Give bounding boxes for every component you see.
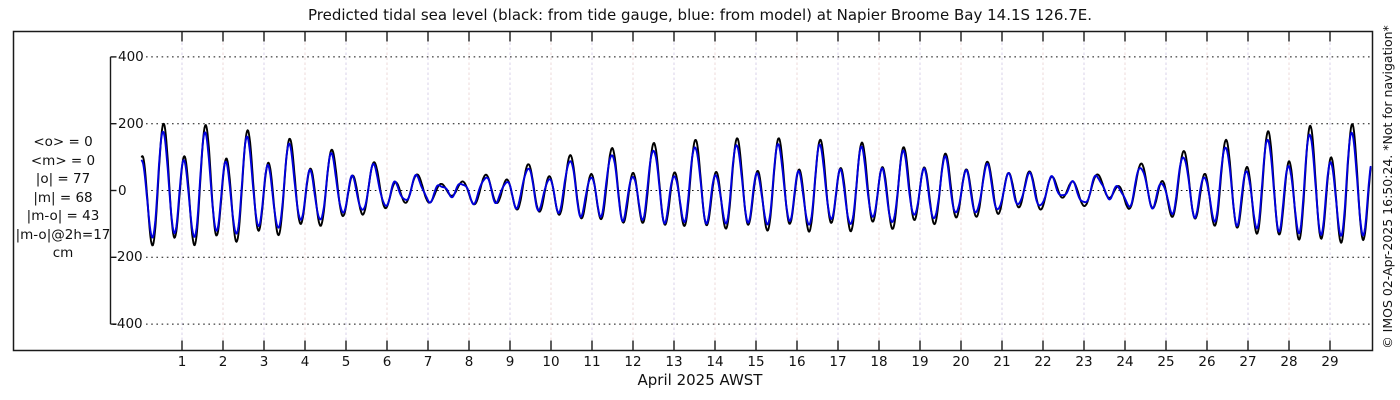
x-tick-label: 3: [259, 354, 269, 370]
x-tick-label: 18: [870, 354, 888, 370]
x-tick-label: 22: [1034, 354, 1052, 370]
stats-line: |m-o| = 43: [26, 208, 100, 224]
stats-line: |o| = 77: [35, 171, 91, 187]
x-tick-label: 24: [1116, 354, 1134, 370]
x-tick-label: 19: [911, 354, 929, 370]
x-tick-label: 23: [1075, 354, 1093, 370]
x-tick-label: 14: [706, 354, 724, 370]
y-tick-label: -200: [112, 249, 143, 266]
stats-line: cm: [52, 245, 74, 261]
y-tick-label: 200: [118, 115, 144, 132]
stats-line: |m| = 68: [33, 189, 93, 206]
x-tick-label: 28: [1280, 354, 1298, 370]
stats-line: <m> = 0: [30, 152, 96, 169]
x-tick-label: 20: [952, 354, 970, 370]
x-tick-label: 1: [177, 354, 187, 370]
copyright-watermark: © IMOS 02-Apr-2025 16:50:24. *Not for na…: [1380, 25, 1395, 349]
x-tick-label: 11: [583, 354, 601, 370]
plot-frame: [12, 30, 1374, 352]
x-tick-label: 17: [829, 354, 847, 370]
x-tick-label: 5: [341, 354, 351, 370]
stats-line: |m-o|@2h=17: [15, 226, 111, 243]
x-tick-label: 29: [1321, 354, 1339, 370]
stats-line: <o> = 0: [33, 134, 93, 150]
x-tick-label: 2: [218, 354, 228, 370]
x-tick-label: 13: [665, 354, 683, 370]
x-axis-title: April 2025 AWST: [637, 371, 763, 389]
y-tick-label: 0: [118, 182, 127, 199]
x-tick-label: 21: [993, 354, 1011, 370]
chart-title: Predicted tidal sea level (black: from t…: [307, 6, 1092, 24]
x-tick-label: 27: [1239, 354, 1257, 370]
x-tick-label: 10: [542, 354, 560, 370]
x-tick-label: 12: [624, 354, 642, 370]
x-tick-label: 4: [300, 354, 310, 370]
y-tick-label: -400: [112, 316, 143, 333]
x-tick-label: 7: [423, 354, 433, 370]
x-tick-label: 15: [747, 354, 765, 370]
x-tick-label: 26: [1198, 354, 1216, 370]
x-tick-label: 25: [1157, 354, 1175, 370]
stats-block: <o> = 0 <m> = 0 |o| = 77 |m| = 68 |m-o| = 43…: [2, 133, 124, 263]
model-series-line: [140, 130, 1372, 239]
x-tick-label: 8: [464, 354, 474, 370]
x-tick-label: 16: [788, 354, 806, 370]
y-tick-label: 400: [118, 48, 144, 65]
x-tick-label: 6: [382, 354, 392, 370]
x-tick-label: 9: [505, 354, 515, 370]
